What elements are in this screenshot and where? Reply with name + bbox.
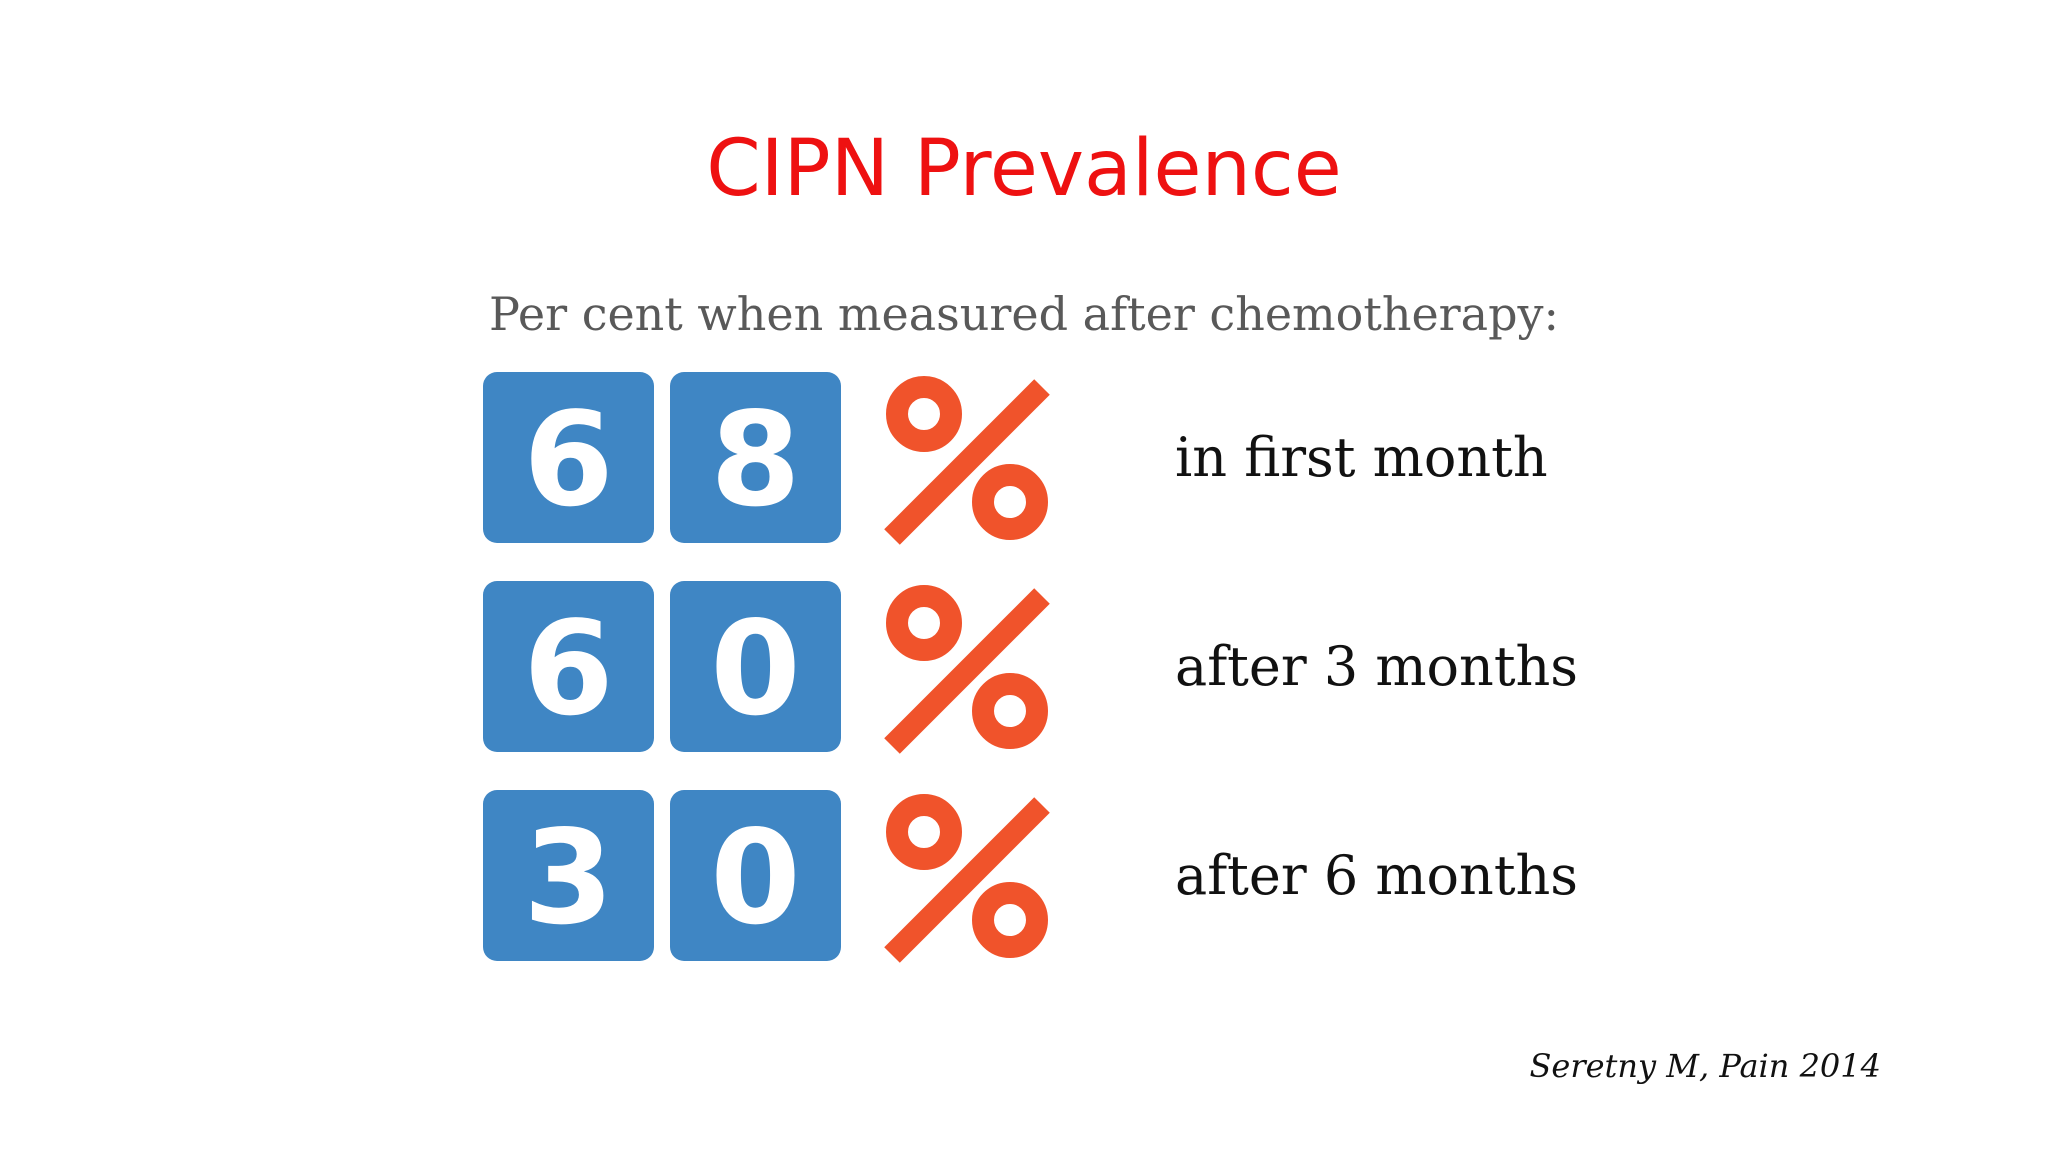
row-label: after 3 months bbox=[1175, 635, 1578, 698]
percent-dot bbox=[886, 794, 962, 870]
percent-slash bbox=[884, 797, 1050, 963]
percent-dot bbox=[886, 585, 962, 661]
stat-row: 6 0 after 3 months bbox=[483, 581, 1578, 754]
digit-tile bbox=[483, 581, 654, 752]
percent-dot bbox=[972, 464, 1048, 540]
digit-tile bbox=[670, 581, 841, 752]
digit: 6 bbox=[523, 384, 613, 536]
row-label: after 6 months bbox=[1175, 844, 1578, 907]
digit-tile bbox=[670, 372, 841, 543]
digit: 0 bbox=[710, 593, 800, 745]
stat-row: 6 8 in first month bbox=[483, 372, 1548, 545]
percent-slash bbox=[884, 379, 1050, 545]
row-label: in first month bbox=[1175, 426, 1548, 489]
stat-row: 3 0 after 6 months bbox=[483, 790, 1578, 963]
percent-dot bbox=[972, 673, 1048, 749]
digit: 6 bbox=[523, 593, 613, 745]
digit: 8 bbox=[710, 384, 800, 536]
digit-tile bbox=[483, 790, 654, 961]
percent-slash bbox=[884, 588, 1050, 754]
digit-tile bbox=[670, 790, 841, 961]
citation: Seretny M, Pain 2014 bbox=[1529, 1047, 1881, 1085]
percent-dot bbox=[886, 376, 962, 452]
slide-title: CIPN Prevalence bbox=[706, 124, 1342, 214]
percent-dot bbox=[972, 882, 1048, 958]
slide-subtitle: Per cent when measured after chemotherap… bbox=[489, 287, 1559, 341]
digit: 3 bbox=[523, 802, 613, 954]
digit: 0 bbox=[710, 802, 800, 954]
digit-tile bbox=[483, 372, 654, 543]
